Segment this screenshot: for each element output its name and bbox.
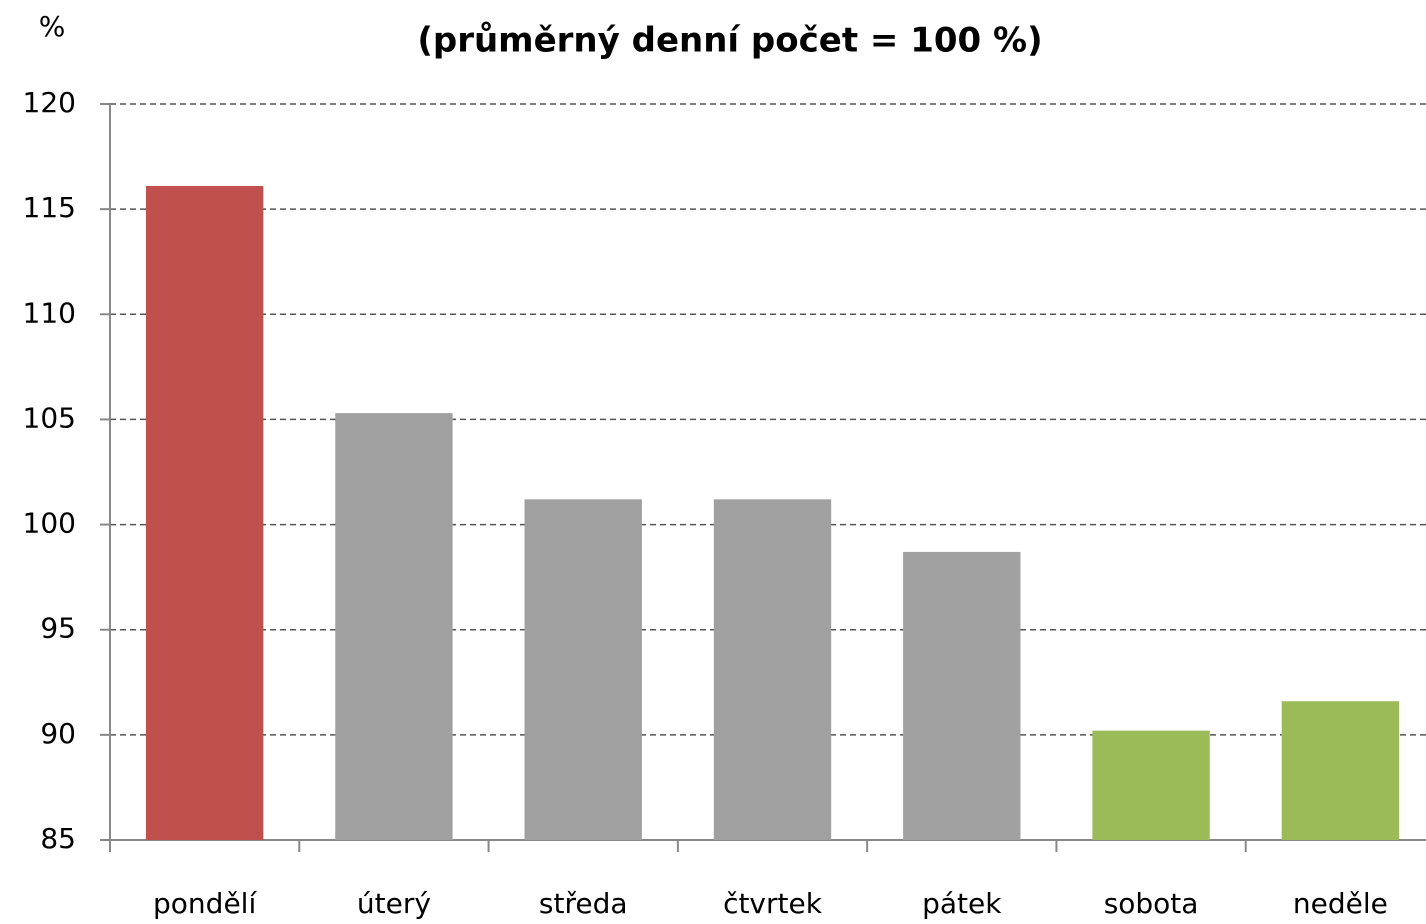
- y-tick-label: 85: [40, 822, 76, 855]
- y-tick-label: 95: [40, 612, 76, 645]
- x-tick-label: úterý: [357, 887, 431, 920]
- bar: [145, 186, 264, 841]
- y-tick-label: 115: [23, 191, 76, 224]
- x-tick-label: sobota: [1104, 887, 1199, 920]
- y-tick-label: 100: [23, 507, 76, 540]
- x-tick-label: pondělí: [153, 887, 257, 920]
- bar: [1092, 730, 1210, 840]
- x-tick-label: čtvrtek: [723, 887, 823, 920]
- y-tick-label: 110: [23, 296, 76, 329]
- bar: [524, 499, 642, 840]
- bar: [1281, 701, 1400, 840]
- x-tick-label: neděle: [1293, 887, 1388, 920]
- y-tick-label: 105: [23, 401, 76, 434]
- y-tick-label: 90: [40, 717, 76, 750]
- bar: [903, 551, 1021, 840]
- bar: [335, 413, 453, 840]
- y-tick-label: 120: [23, 86, 76, 119]
- x-tick-label: středa: [539, 887, 628, 920]
- x-tick-label: pátek: [922, 887, 1002, 920]
- bar: [713, 499, 832, 840]
- y-axis-label: %: [39, 10, 66, 43]
- chart-subtitle: (průměrný denní počet = 100 %): [417, 21, 1042, 61]
